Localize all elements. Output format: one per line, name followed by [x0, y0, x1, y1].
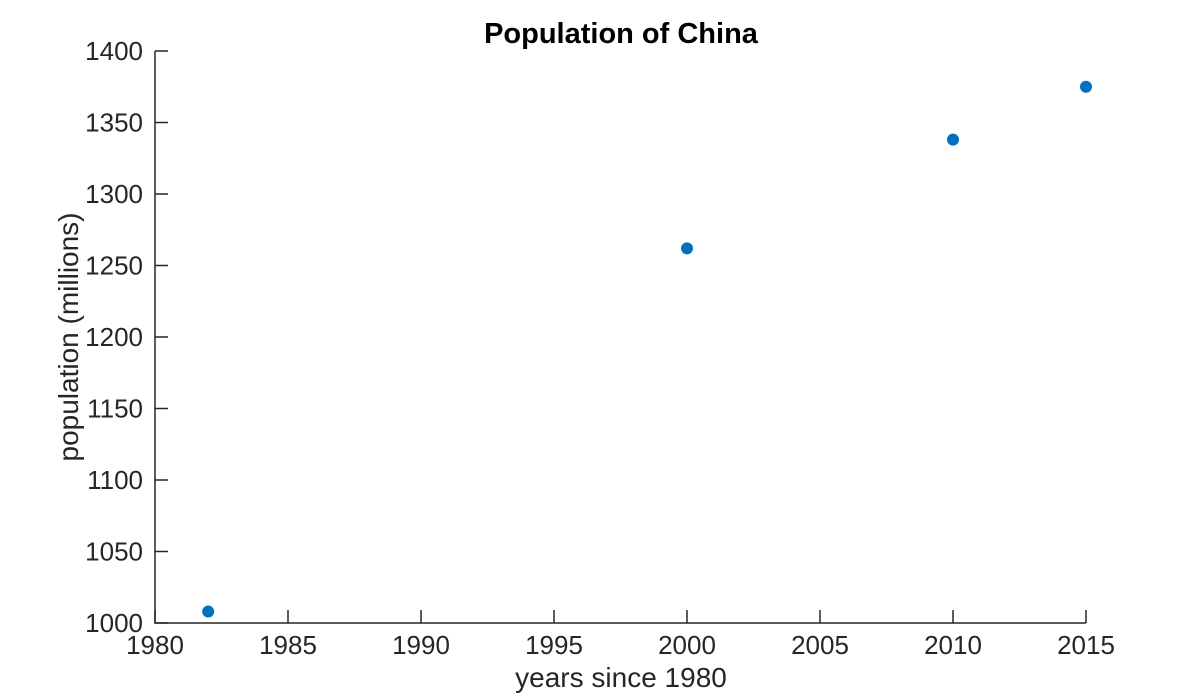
y-tick-label: 1400 — [85, 36, 143, 66]
x-tick-label: 2000 — [658, 630, 716, 660]
data-point — [1080, 80, 1092, 93]
x-tick-label: 1990 — [392, 630, 450, 660]
x-tick-label: 1980 — [126, 630, 184, 660]
x-tick-label: 1995 — [525, 630, 583, 660]
y-tick-label: 1100 — [87, 465, 143, 495]
chart-title: Population of China — [484, 18, 759, 50]
y-tick-label: 1200 — [85, 322, 143, 352]
data-point — [202, 605, 215, 618]
plot-ticks — [154, 50, 1087, 624]
axis-line — [154, 51, 1086, 624]
data-point — [947, 133, 959, 146]
y-tick-label: 1300 — [85, 179, 143, 209]
x-tick-label: 2005 — [791, 630, 849, 660]
x-axis-label: years since 1980 — [515, 662, 727, 693]
plot-points-series — [202, 80, 1092, 618]
y-axis-label: population (millions) — [53, 212, 84, 461]
data-point — [681, 242, 693, 255]
y-tick-label: 1250 — [85, 251, 143, 281]
x-tick-label: 1985 — [259, 630, 317, 660]
x-tick-label: 2015 — [1057, 630, 1115, 660]
y-tick-label: 1150 — [87, 394, 143, 424]
y-tick-label: 1050 — [85, 537, 143, 567]
plot-tick-labels: 1000 1050 1100 1150 1200 1250 1300 1350 1400 1980… — [85, 36, 1115, 660]
x-tick-label: 2010 — [924, 630, 982, 660]
plot-axes — [154, 51, 1086, 624]
y-tick-label: 1350 — [85, 108, 143, 138]
y-tick-label: 1000 — [85, 608, 143, 638]
